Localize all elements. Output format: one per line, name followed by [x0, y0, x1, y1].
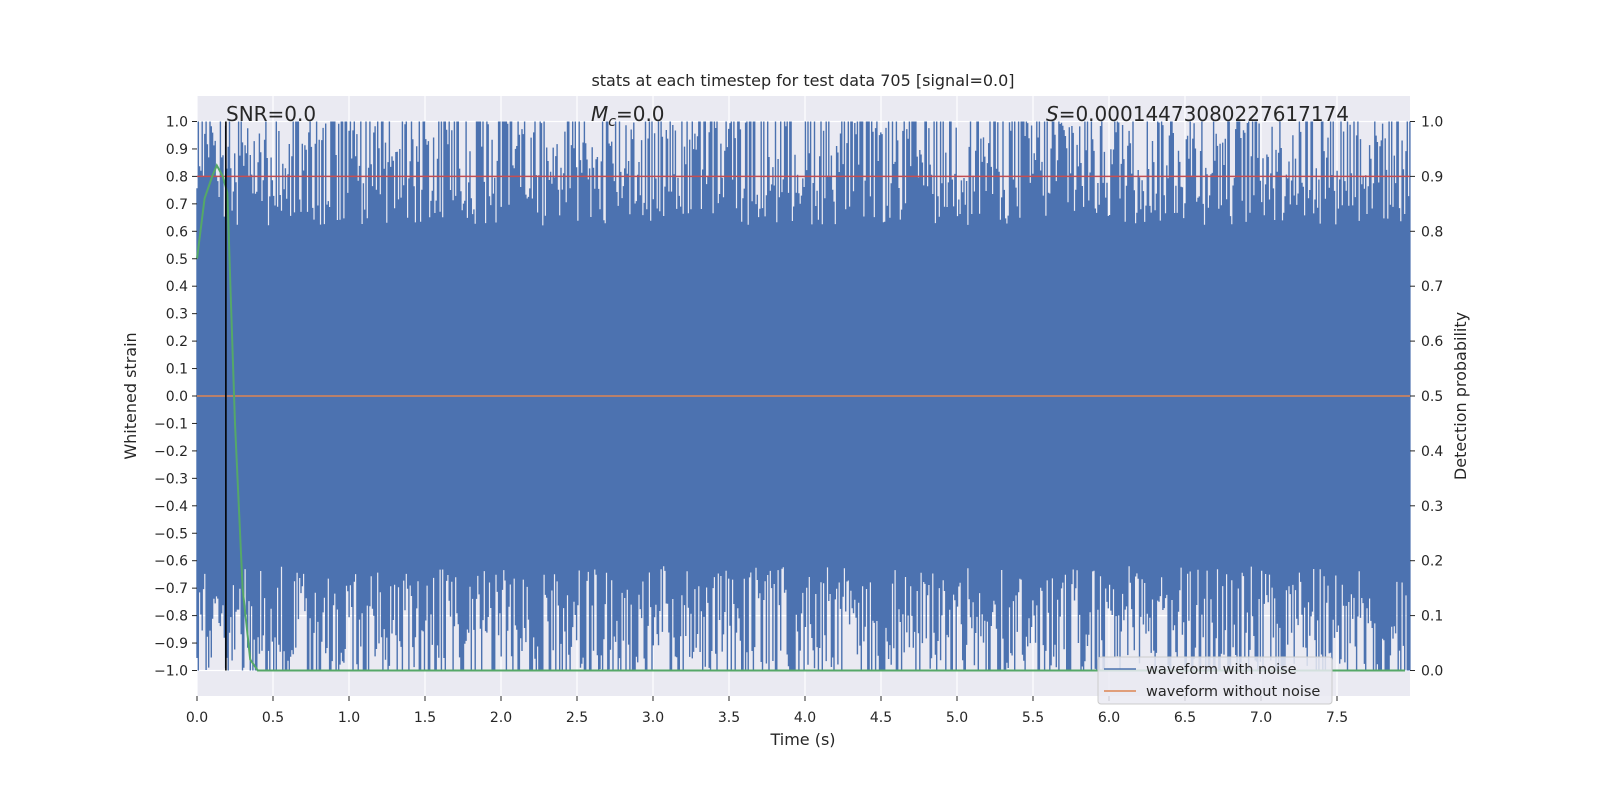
y-tick-label: −0.1 [154, 416, 188, 432]
y-tick-label: −0.3 [154, 471, 188, 487]
y-tick-label: 0.7 [166, 197, 188, 213]
chirp-mass-value: =0.0 [616, 102, 665, 126]
x-tick-label: 0.0 [186, 710, 208, 726]
chirp-mass-annotation: Mc=0.0 [591, 102, 665, 130]
detection-probability-line [196, 163, 1405, 672]
x-axis-label: Time (s) [769, 730, 835, 749]
y-tick-label: −0.8 [154, 609, 188, 625]
legend: waveform with noise waveform without noi… [1097, 656, 1333, 705]
y-tick-label: 0.6 [166, 224, 188, 240]
x-tick-label: 3.0 [642, 710, 664, 726]
y-tick-label: 0.4 [166, 279, 188, 295]
y2-axis-ticks: 1.0 0.9 0.8 0.7 0.6 0.5 0.4 0.3 0.2 0.1 0.0 [1410, 115, 1443, 680]
chart-title: stats at each timestep for test data 705… [591, 71, 1014, 90]
x-tick-label: 0.5 [262, 710, 284, 726]
y-tick-label: −0.9 [154, 636, 188, 652]
legend-box [1097, 656, 1333, 705]
s-annotation: S=0.00014473080227617174 [1046, 102, 1349, 126]
y-tick-label: −0.6 [154, 554, 188, 570]
y2-tick-label: 0.0 [1421, 664, 1443, 680]
chirp-mass-subscript: c [608, 114, 616, 130]
x-tick-label: 4.5 [870, 710, 892, 726]
y-axis-ticks: 1.0 0.9 0.8 0.7 0.6 0.5 0.4 0.3 0.2 0.1 0.0 −0.1 −0.… [154, 115, 197, 680]
y2-tick-label: 1.0 [1421, 115, 1443, 131]
x-tick-label: 3.5 [718, 710, 740, 726]
y-tick-label: 0.8 [166, 169, 188, 185]
s-value: =0.00014473080227617174 [1059, 102, 1349, 126]
y-tick-label: −0.5 [154, 526, 188, 542]
y2-tick-label: 0.2 [1421, 554, 1443, 570]
x-tick-label: 2.0 [490, 710, 512, 726]
s-symbol: S [1046, 102, 1059, 126]
x-tick-label: 5.0 [946, 710, 968, 726]
y2-tick-label: 0.3 [1421, 499, 1443, 515]
x-tick-label: 6.0 [1098, 710, 1120, 726]
x-tick-label: 7.0 [1250, 710, 1272, 726]
x-tick-label: 1.5 [414, 710, 436, 726]
y-tick-label: 0.1 [166, 362, 188, 378]
y-tick-label: 0.2 [166, 334, 188, 350]
x-tick-label: 4.0 [794, 710, 816, 726]
legend-label-clean: waveform without noise [1146, 684, 1320, 700]
y-tick-label: 1.0 [166, 115, 188, 131]
y-tick-label: −0.7 [154, 581, 188, 597]
y-tick-label: −0.4 [154, 499, 188, 515]
x-tick-label: 7.5 [1326, 710, 1348, 726]
snr-annotation: SNR=0.0 [226, 102, 316, 126]
overlay-lines [196, 121, 1410, 672]
y-tick-label: 0.0 [166, 389, 188, 405]
y-tick-label: 0.5 [166, 252, 188, 268]
x-tick-label: 5.5 [1022, 710, 1044, 726]
y2-tick-label: 0.4 [1421, 444, 1443, 460]
y-tick-label: −0.2 [154, 444, 188, 460]
x-axis-ticks: 0.0 0.5 1.0 1.5 2.0 2.5 3.0 3.5 4.0 4.5 5.0 5.5 6.0 6… [186, 696, 1348, 726]
y-tick-label: 0.9 [166, 142, 188, 158]
y2-tick-label: 0.7 [1421, 279, 1443, 295]
x-tick-label: 6.5 [1174, 710, 1196, 726]
x-tick-label: 1.0 [338, 710, 360, 726]
legend-label-noise: waveform with noise [1146, 662, 1297, 678]
y2-axis-label: Detection probability [1451, 312, 1470, 480]
y2-tick-label: 0.1 [1421, 609, 1443, 625]
y-tick-label: 0.3 [166, 307, 188, 323]
x-tick-label: 2.5 [566, 710, 588, 726]
y2-tick-label: 0.6 [1421, 334, 1443, 350]
y2-tick-label: 0.8 [1421, 224, 1443, 240]
y2-tick-label: 0.9 [1421, 169, 1443, 185]
chirp-mass-symbol: M [591, 102, 608, 126]
y2-tick-label: 0.5 [1421, 389, 1443, 405]
y-tick-label: −1.0 [154, 664, 188, 680]
y-axis-label: Whitened strain [121, 332, 140, 459]
